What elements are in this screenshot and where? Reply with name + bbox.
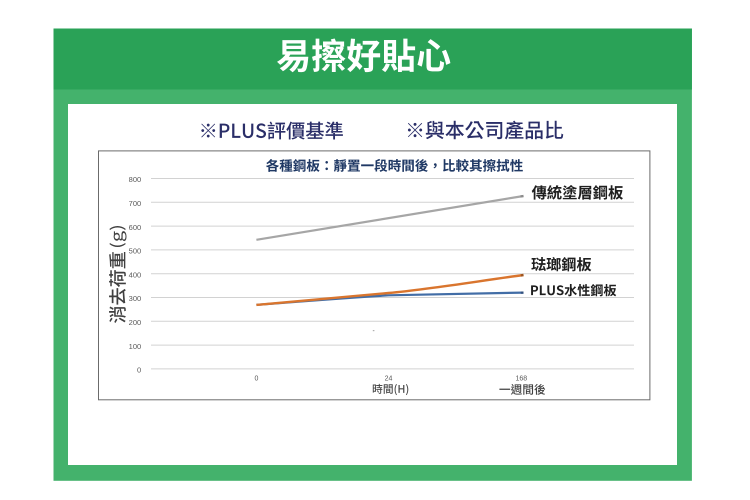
svg-text:700: 700 [129,199,142,208]
svg-text:400: 400 [129,270,142,279]
svg-text:0: 0 [137,366,141,375]
svg-text:500: 500 [129,247,142,256]
svg-text:24: 24 [385,375,393,382]
svg-text:100: 100 [129,342,142,351]
svg-text:800: 800 [129,175,142,184]
svg-text:168: 168 [515,375,527,382]
svg-text:200: 200 [129,318,142,327]
svg-text:0: 0 [254,375,258,382]
svg-text:300: 300 [129,294,142,303]
svg-text:600: 600 [129,223,142,232]
